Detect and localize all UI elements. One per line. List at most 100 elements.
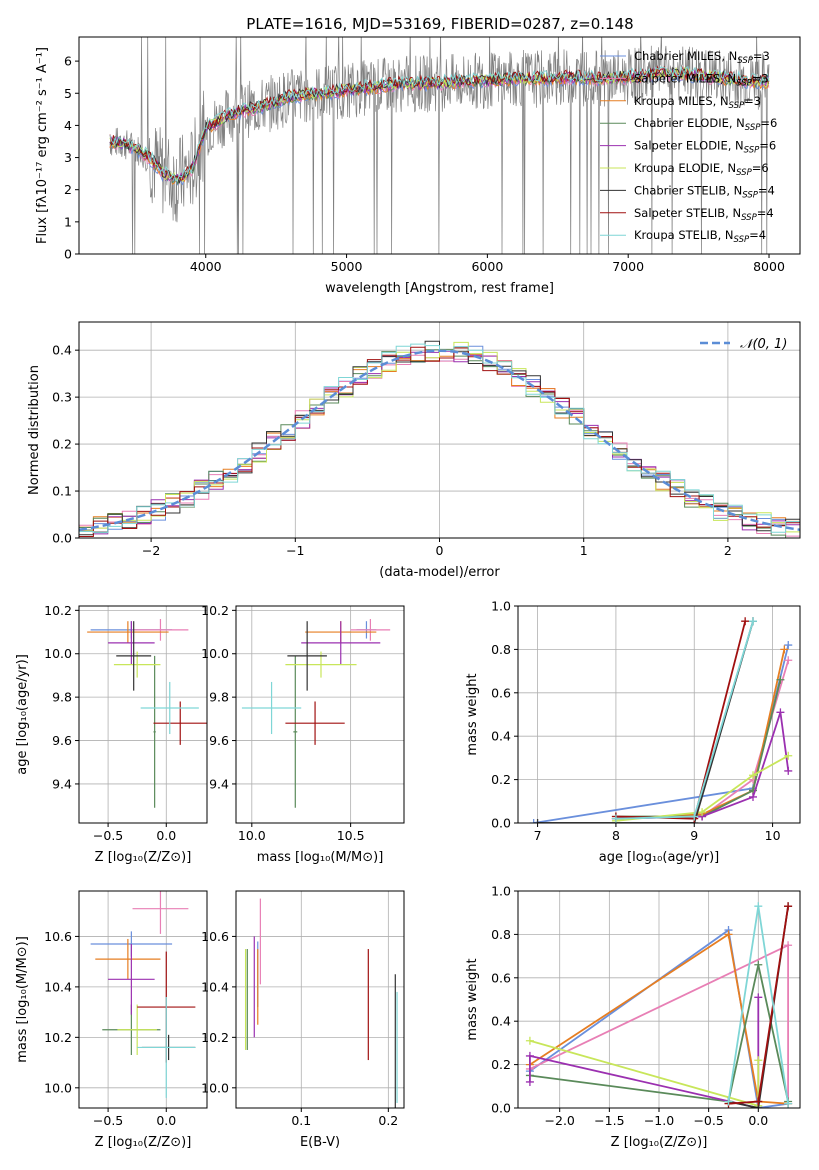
errorbar-point: [87, 621, 169, 643]
figure-title: PLATE=1616, MJD=53169, FIBERID=0287, z=0…: [246, 15, 633, 33]
series-marker: [784, 656, 793, 665]
series-marker: [780, 645, 789, 654]
series-marker: [784, 751, 793, 760]
series-marker: [525, 1036, 534, 1045]
series-marker: [611, 814, 620, 823]
series-marker: [690, 812, 699, 821]
y-tick-label: 0.1: [52, 484, 72, 499]
x-axis-label: E(B-V): [300, 1135, 340, 1150]
y-tick-label: 0.4: [52, 343, 72, 358]
y-tick-label: 1.0: [491, 884, 511, 899]
series-marker: [784, 766, 793, 775]
errorbar-point: [350, 619, 391, 641]
legend-label: Chabrier ELODIE, NSSP=6: [634, 116, 777, 133]
residual-histogram: [79, 346, 800, 537]
y-tick-label: 9.6: [209, 733, 229, 748]
massweight-vs-Z-plot-area: [525, 902, 793, 1108]
mass-vs-Z-plot-area: [90, 891, 196, 1098]
y-tick-label: 0.8: [491, 927, 511, 942]
x-tick-label: −1: [286, 543, 304, 558]
y-tick-label: 10.6: [44, 929, 72, 944]
series-marker: [754, 1097, 763, 1106]
ebv-plot-area: [244, 898, 398, 1108]
x-tick-label: 4000: [190, 259, 222, 274]
series-marker: [525, 1051, 534, 1060]
x-tick-label: 6000: [471, 259, 503, 274]
y-tick-label: 10.0: [201, 1080, 229, 1095]
series-line: [529, 997, 760, 1108]
y-tick-label: 0.2: [491, 1057, 511, 1072]
series-marker: [754, 960, 763, 969]
errorbar-point: [140, 681, 199, 735]
y-tick-label: 0.2: [52, 437, 72, 452]
model-spectrum-line: [109, 65, 770, 181]
y-tick-label: 0.4: [491, 1014, 511, 1029]
series-line: [615, 712, 790, 820]
age-vs-Z-plot-area: [87, 619, 207, 808]
x-tick-label: −0.5: [693, 1113, 723, 1128]
x-tick-label: 5000: [331, 259, 363, 274]
series-marker: [784, 1099, 793, 1108]
series-marker: [754, 993, 763, 1002]
x-tick-label: 0.0: [156, 1113, 176, 1128]
y-tick-label: 10.4: [44, 979, 72, 994]
errorbar-point: [132, 619, 189, 641]
mass-vs-Z-panel: −0.5 0.0 10.0 10.2 10.4 10.6 Z [log₁₀(Z/Z⊙)] ma…: [15, 890, 208, 1150]
series-marker: [724, 1097, 733, 1106]
spectrum-panel: 4000 5000 6000 7000 8000 0 1 2 3 4 5 6 wavelength [A…: [35, 36, 801, 296]
gaussian-reference-line: [79, 349, 800, 532]
y-axis-label: age [log₁₀(age/yr)]: [15, 654, 30, 775]
x-tick-label: 1: [580, 543, 588, 558]
errorbar-point: [285, 701, 345, 745]
model-spectrum-line: [109, 67, 770, 185]
x-axis-label: age [log₁₀(age/yr)]: [599, 850, 720, 865]
legend-label: Chabrier MILES, NSSP=3: [634, 49, 770, 66]
errorbar-point: [293, 655, 298, 808]
axes-frame: [517, 605, 801, 824]
x-axis-label: Z [log₁₀(Z/Z⊙)]: [95, 850, 192, 865]
y-tick-label: 0.0: [491, 816, 511, 831]
y-tick-label: 9.4: [52, 776, 72, 791]
legend-label: Salpeter MILES, NSSP=3: [634, 71, 769, 88]
y-tick-label: 6: [64, 54, 72, 69]
age-vs-Z-panel: −0.5 0.0 9.4 9.6 9.8 10.0 10.2 Z [log₁₀(Z/Z⊙)] a…: [15, 603, 208, 865]
series-marker: [525, 1077, 534, 1086]
y-tick-label: 0.0: [491, 1101, 511, 1116]
errorbar-point: [116, 621, 152, 691]
axes-frame: [78, 890, 208, 1109]
series-marker: [784, 941, 793, 950]
y-tick-label: 10.2: [201, 1030, 229, 1045]
y-tick-label: 1: [64, 214, 72, 229]
series-line: [615, 754, 789, 822]
y-tick-label: 10.2: [44, 603, 72, 618]
y-tick-label: 0.8: [491, 642, 511, 657]
y-tick-label: 5: [64, 86, 72, 101]
y-tick-label: 10.4: [201, 979, 229, 994]
x-axis-label: mass [log₁₀(M/M⊙)]: [257, 850, 384, 865]
axes-frame: [235, 890, 405, 1109]
x-tick-label: −2: [142, 543, 160, 558]
series-line: [529, 932, 789, 1105]
errorbar-point: [117, 1004, 157, 1056]
y-tick-label: 9.4: [209, 776, 229, 791]
massweight-vs-age-panel: 7 8 9 10 0.0 0.2 0.4 0.6 0.8 1.0 age [log₁₀(age/yr…: [465, 599, 801, 865]
series-marker: [754, 902, 763, 911]
x-axis-label: wavelength [Angstrom, rest frame]: [325, 281, 554, 296]
y-tick-label: 9.6: [52, 733, 72, 748]
axes-frame: [78, 36, 801, 255]
spectrum-plot-area: [109, 37, 770, 254]
errorbar-point: [153, 701, 207, 745]
residual-histogram: [79, 341, 800, 533]
y-tick-label: 4: [64, 118, 72, 133]
series-marker: [749, 617, 757, 626]
errorbar-point: [108, 943, 155, 1015]
y-tick-label: 10.0: [44, 1080, 72, 1095]
legend-label: 𝒩(0, 1): [740, 337, 787, 352]
y-axis-label: mass weight: [465, 958, 480, 1040]
x-tick-label: 9: [690, 828, 698, 843]
x-tick-label: 0.1: [291, 1113, 311, 1128]
y-tick-label: 0: [64, 247, 72, 262]
y-tick-label: 9.8: [52, 690, 72, 705]
legend-label: Kroupa MILES, NSSP=3: [634, 94, 761, 111]
